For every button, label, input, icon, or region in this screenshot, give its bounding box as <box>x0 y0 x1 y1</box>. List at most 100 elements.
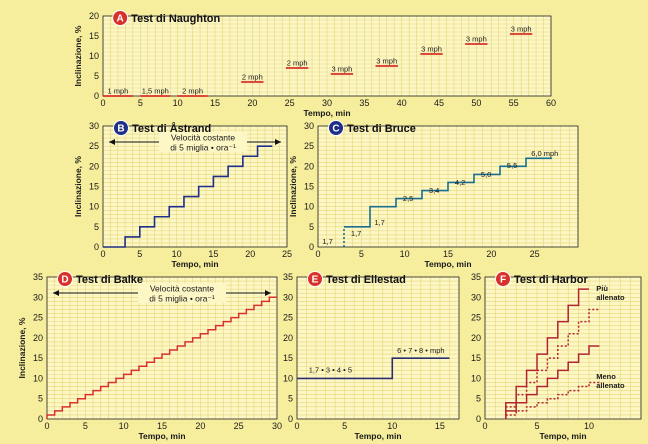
bruce-y-tick-label: 0 <box>309 242 314 252</box>
astrand-arrowhead-left <box>109 139 115 145</box>
balke-arrowhead-right <box>265 290 271 296</box>
astrand-chart: 0 5 10 15 20 25 0 5 10 15 20 25 30 Tempo, min Inclinaz… <box>73 120 292 269</box>
naughton-stage-label: 3 mph <box>376 57 397 66</box>
naughton-x-tick-label: 15 <box>210 98 220 108</box>
harbor-annotation: allenato <box>596 293 625 302</box>
bruce-speed-label: 4,2 <box>455 178 465 187</box>
bruce-x-tick-label: 20 <box>486 249 496 259</box>
harbor-y-tick-label: 20 <box>471 333 481 343</box>
naughton-x-tick-label: 30 <box>322 98 332 108</box>
bruce-speed-label: 3,4 <box>429 186 439 195</box>
harbor-y-tick-label: 30 <box>471 292 481 302</box>
ellestad-speed-label: 6 • 7 • 8 • mph <box>397 346 444 355</box>
harbor-y-tick-label: 25 <box>471 313 481 323</box>
balke-badge <box>57 271 73 287</box>
astrand-y-tick-label: 5 <box>94 222 99 232</box>
ellestad-badge-letter: E <box>312 275 319 286</box>
naughton-stage-label: 3 mph <box>466 35 487 44</box>
ellestad-axes-frame <box>296 276 460 420</box>
naughton-stage-label: 1,5 mph <box>142 87 169 96</box>
balke-y-tick-label: 30 <box>33 292 43 302</box>
naughton-x-tick-label: 35 <box>359 98 369 108</box>
astrand-note-line2: di 5 miglia • ora⁻¹ <box>170 143 236 153</box>
astrand-axes-frame <box>102 125 288 248</box>
astrand-y-tick-label: 0 <box>94 242 99 252</box>
harbor-series-3 <box>505 381 600 419</box>
balke-step-line <box>46 296 277 419</box>
naughton-badge <box>112 10 129 26</box>
astrand-note-bg <box>159 132 247 152</box>
harbor-badge <box>495 271 511 287</box>
harbor-y-tick-label: 0 <box>476 414 481 424</box>
astrand-x-axis-label: Tempo, min <box>171 259 218 269</box>
bruce-speed-label: 2,5 <box>403 194 413 203</box>
balke-x-tick-label: 25 <box>234 421 244 431</box>
harbor-annotation: Più <box>596 284 608 293</box>
naughton-stage-label: 2 mph <box>287 59 308 68</box>
bruce-speed-label: 1,7 <box>322 237 332 246</box>
bruce-x-tick-label: 0 <box>315 249 320 259</box>
balke-axes-frame <box>46 276 278 420</box>
bruce-step-line <box>344 157 552 228</box>
naughton-grid <box>102 15 552 97</box>
harbor-badge-letter: F <box>500 275 506 286</box>
balke-x-tick-label: 15 <box>157 421 167 431</box>
astrand-x-tick-label: 20 <box>245 249 255 259</box>
naughton-x-tick-label: 0 <box>100 98 105 108</box>
naughton-x-axis-label: Tempo, min <box>303 108 350 118</box>
naughton-title: Test di Naughton <box>131 13 220 25</box>
balke-x-tick-label: 20 <box>195 421 205 431</box>
bruce-speed-label: 1,7 <box>351 229 361 238</box>
naughton-y-tick-label: 0 <box>94 91 99 101</box>
bruce-x-axis-label: Tempo, min <box>424 259 471 269</box>
astrand-badge-letter: B <box>117 124 124 135</box>
harbor-series-2 <box>505 345 600 419</box>
astrand-step-line <box>103 145 273 248</box>
ellestad-plot-area <box>297 277 459 419</box>
ellestad-step-line <box>297 357 450 380</box>
naughton-badge-letter: A <box>117 14 124 25</box>
ellestad-x-tick-label: 10 <box>387 421 397 431</box>
ellestad-y-tick-label: 5 <box>288 394 293 404</box>
astrand-badge <box>113 120 129 136</box>
ellestad-badge <box>307 271 323 287</box>
naughton-stage-label: 3 mph <box>421 45 442 54</box>
astrand-y-tick-label: 20 <box>89 161 99 171</box>
ellestad-y-tick-label: 25 <box>283 313 293 323</box>
bruce-speed-label: 6,0 mph <box>531 149 558 158</box>
naughton-x-tick-label: 5 <box>138 98 143 108</box>
harbor-x-axis-label: Tempo, min <box>539 431 586 441</box>
balke-y-tick-label: 35 <box>33 272 43 282</box>
balke-y-tick-label: 5 <box>38 394 43 404</box>
naughton-axes-frame <box>102 15 552 97</box>
harbor-y-tick-label: 5 <box>476 394 481 404</box>
balke-note-line1: Velocità costante <box>150 284 215 294</box>
ellestad-y-tick-label: 20 <box>283 333 293 343</box>
astrand-x-tick-label: 0 <box>100 249 105 259</box>
bruce-speed-label: 1,7 <box>374 218 384 227</box>
naughton-y-tick-label: 15 <box>89 31 99 41</box>
naughton-x-tick-label: 45 <box>434 98 444 108</box>
ellestad-title: Test di Ellestad <box>326 274 406 286</box>
naughton-x-tick-label: 20 <box>247 98 257 108</box>
bruce-y-tick-label: 30 <box>304 121 314 131</box>
bruce-x-tick-label: 25 <box>530 249 540 259</box>
bruce-y-tick-label: 20 <box>304 161 314 171</box>
ellestad-x-tick-label: 5 <box>342 421 347 431</box>
bruce-y-axis-label: Inclinazione, % <box>288 156 298 217</box>
bruce-y-tick-label: 25 <box>304 141 314 151</box>
naughton-stage-label: 2 mph <box>242 73 263 82</box>
harbor-y-tick-label: 15 <box>471 353 481 363</box>
astrand-title: Test di Åstrand <box>132 122 211 135</box>
naughton-chart: 0 5 10 15 20 25 30 35 40 45 50 55 60 0 5 10 15 20 Tempo, m… <box>73 10 556 118</box>
astrand-x-tick-label: 15 <box>208 249 218 259</box>
balke-x-tick-label: 0 <box>44 421 49 431</box>
harbor-x-tick-label: 0 <box>482 421 487 431</box>
harbor-title: Test di Harbor <box>514 274 588 286</box>
harbor-chart: 0 5 10 0 5 10 15 20 25 30 35 Tempo, min F Test di Har… <box>471 271 642 441</box>
bruce-title: Test di Bruce <box>347 123 416 135</box>
bruce-badge <box>328 120 344 136</box>
astrand-y-tick-label: 15 <box>89 182 99 192</box>
bruce-speed-label: 5,0 <box>481 170 491 179</box>
